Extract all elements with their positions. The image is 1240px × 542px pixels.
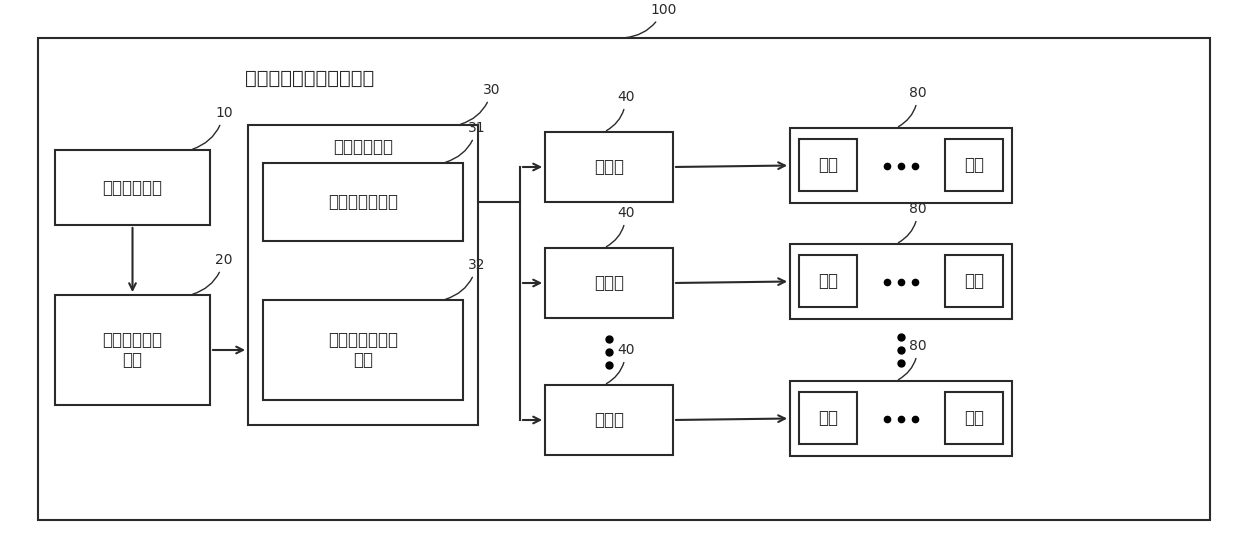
Bar xyxy=(799,139,857,191)
Bar xyxy=(799,255,857,307)
Text: 20: 20 xyxy=(192,253,233,294)
Bar xyxy=(945,139,1003,191)
Text: 10: 10 xyxy=(192,106,233,149)
Text: 40: 40 xyxy=(606,90,635,131)
Bar xyxy=(799,392,857,444)
Bar xyxy=(546,132,673,202)
Text: 内核: 内核 xyxy=(963,272,985,290)
Bar xyxy=(263,300,463,400)
Text: 锁相环: 锁相环 xyxy=(594,411,624,429)
Bar xyxy=(248,125,477,425)
Text: 内核: 内核 xyxy=(963,409,985,427)
Text: 100: 100 xyxy=(625,3,676,38)
Text: 40: 40 xyxy=(606,343,635,384)
Bar xyxy=(38,38,1210,520)
Bar xyxy=(790,128,1012,203)
Text: 频率调整子模块: 频率调整子模块 xyxy=(329,193,398,211)
Bar xyxy=(945,392,1003,444)
Bar xyxy=(546,385,673,455)
Text: 内核: 内核 xyxy=(818,409,838,427)
Text: 频点设置模块: 频点设置模块 xyxy=(103,178,162,197)
Text: 内核: 内核 xyxy=(818,156,838,174)
Text: 锁相环: 锁相环 xyxy=(594,158,624,176)
Text: 31: 31 xyxy=(445,121,486,162)
Bar xyxy=(546,248,673,318)
Text: 锁相环: 锁相环 xyxy=(594,274,624,292)
Text: 80: 80 xyxy=(899,86,926,127)
Text: 内核: 内核 xyxy=(963,156,985,174)
Text: 30: 30 xyxy=(461,83,501,124)
Text: 80: 80 xyxy=(899,202,926,243)
Bar xyxy=(55,150,210,225)
Text: 停止频率调整子
模块: 停止频率调整子 模块 xyxy=(329,331,398,370)
Text: 40: 40 xyxy=(606,206,635,247)
Text: 频率调整模块: 频率调整模块 xyxy=(334,138,393,156)
Text: 80: 80 xyxy=(899,339,926,380)
Text: 计算设备的芯片调频装置: 计算设备的芯片调频装置 xyxy=(246,68,374,87)
Text: 32: 32 xyxy=(445,258,486,299)
Bar xyxy=(790,381,1012,456)
Bar xyxy=(945,255,1003,307)
Text: 内核: 内核 xyxy=(818,272,838,290)
Bar xyxy=(263,163,463,241)
Bar xyxy=(790,244,1012,319)
Bar xyxy=(55,295,210,405)
Text: 计算性能分析
模块: 计算性能分析 模块 xyxy=(103,331,162,370)
